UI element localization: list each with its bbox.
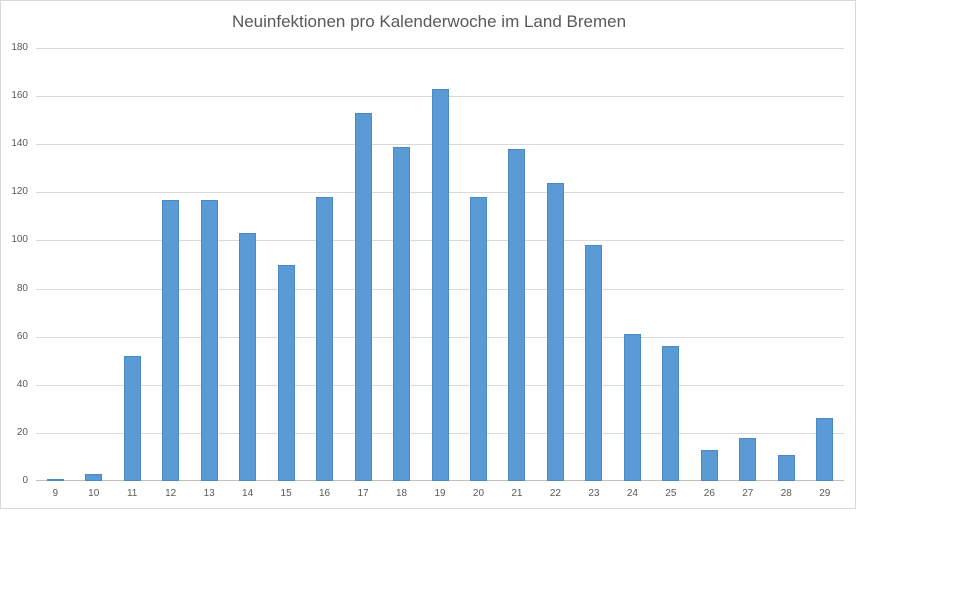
x-tick-label: 21 <box>511 488 523 499</box>
bar-week-29 <box>816 418 834 481</box>
bar-week-28 <box>777 454 795 481</box>
gridline <box>36 48 844 49</box>
x-tick-label: 26 <box>703 488 715 499</box>
x-tick-label: 16 <box>319 488 331 499</box>
chart-frame: Neuinfektionen pro Kalenderwoche im Land… <box>0 0 856 509</box>
x-tick-label: 19 <box>434 488 446 499</box>
bar-week-10 <box>85 473 103 481</box>
x-tick-label: 28 <box>780 488 792 499</box>
chart-title: Neuinfektionen pro Kalenderwoche im Land… <box>231 12 627 31</box>
x-tick-label: 13 <box>203 488 215 499</box>
y-tick-label: 40 <box>16 378 28 390</box>
bar-week-25 <box>662 346 680 481</box>
bar-week-21 <box>508 149 526 481</box>
bar-week-16 <box>316 197 334 481</box>
bar-week-26 <box>700 449 718 481</box>
y-tick-label: 120 <box>11 186 28 198</box>
x-tick-label: 24 <box>626 488 638 499</box>
x-tick-label: 18 <box>395 488 408 499</box>
x-tick-label: 27 <box>742 488 754 499</box>
y-tick-label: 140 <box>11 138 28 150</box>
bar-week-11 <box>123 355 141 481</box>
x-tick-label: 23 <box>588 488 600 499</box>
bar-week-24 <box>623 334 641 481</box>
x-tick-label: 10 <box>88 488 100 499</box>
y-tick-label: 80 <box>16 282 28 294</box>
x-tick-label: 12 <box>165 488 177 499</box>
x-tick-label: 17 <box>357 488 369 499</box>
bar-week-17 <box>354 112 372 481</box>
bar-week-15 <box>277 264 295 481</box>
bar-week-18 <box>393 146 411 481</box>
y-tick-label: 100 <box>11 234 28 246</box>
bar-week-23 <box>585 245 603 481</box>
bar-week-27 <box>739 437 757 481</box>
y-tick-label: 0 <box>22 475 28 486</box>
x-tick-label: 14 <box>242 488 254 499</box>
y-tick-label: 160 <box>11 90 28 102</box>
x-tick-label: 22 <box>549 488 561 499</box>
plot-area: 0 20 40 60 80 100 120 140 160 180 9 10 11 12 13 14 15 16 1… <box>11 42 844 499</box>
x-tick-label: 20 <box>472 488 485 499</box>
y-tick-label: 60 <box>16 330 28 342</box>
bar-week-22 <box>546 182 564 481</box>
x-tick-label: 15 <box>280 488 292 499</box>
bar-week-13 <box>200 199 218 481</box>
y-tick-label: 180 <box>11 42 28 53</box>
x-tick-label: 11 <box>126 488 138 499</box>
bar-week-19 <box>431 88 449 481</box>
x-tick-label: 9 <box>52 488 59 499</box>
bar-week-9 <box>46 478 64 481</box>
x-tick-label: 25 <box>665 488 677 499</box>
bar-week-14 <box>239 233 257 481</box>
x-tick-label: 29 <box>819 488 831 499</box>
y-tick-label: 20 <box>16 426 28 438</box>
bar-week-12 <box>162 199 180 481</box>
bar-week-20 <box>469 197 487 481</box>
